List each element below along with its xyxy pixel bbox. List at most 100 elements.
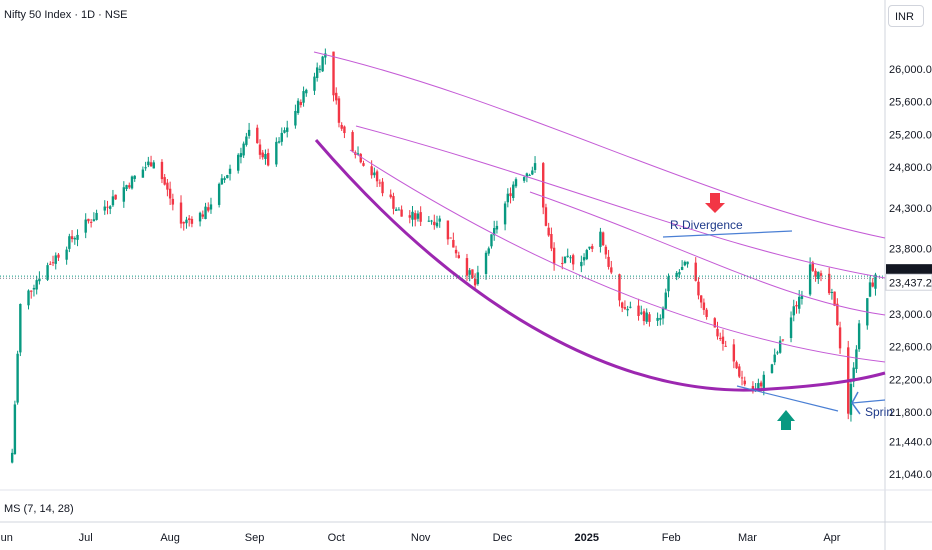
candle bbox=[620, 301, 624, 313]
candle bbox=[220, 174, 224, 185]
candle bbox=[798, 290, 801, 314]
candle bbox=[656, 312, 659, 326]
candle bbox=[732, 339, 736, 369]
candle bbox=[106, 200, 109, 215]
candle bbox=[547, 222, 550, 237]
candle bbox=[389, 189, 392, 199]
candle bbox=[76, 229, 79, 247]
candle bbox=[247, 122, 251, 139]
time-axis[interactable]: Jun Jul Aug Sep Oct Nov Dec 2025 Feb Mar Apr bbox=[0, 532, 841, 544]
candle bbox=[332, 51, 335, 102]
candle bbox=[103, 200, 106, 215]
candle bbox=[207, 202, 210, 213]
candle bbox=[792, 299, 795, 322]
candle bbox=[623, 300, 627, 311]
x-tick-label: Aug bbox=[160, 532, 180, 544]
candle bbox=[168, 181, 172, 205]
candle bbox=[256, 124, 259, 144]
candle bbox=[773, 348, 776, 366]
x-tick-label: 2025 bbox=[575, 532, 599, 544]
candle bbox=[808, 257, 812, 297]
candle bbox=[552, 242, 556, 271]
candle bbox=[457, 251, 460, 259]
candle bbox=[814, 268, 817, 282]
x-tick-label: Feb bbox=[662, 532, 681, 544]
candle bbox=[411, 205, 414, 227]
candle bbox=[827, 267, 831, 295]
candle bbox=[152, 160, 155, 169]
candle bbox=[664, 288, 667, 310]
x-tick-label: Jun bbox=[0, 532, 13, 544]
y-tick-label: 23,800.00 bbox=[889, 244, 932, 256]
candle bbox=[337, 96, 341, 128]
candle bbox=[512, 181, 515, 201]
candle bbox=[762, 371, 766, 396]
candle bbox=[204, 202, 207, 220]
candle bbox=[770, 363, 774, 374]
candle bbox=[833, 291, 836, 307]
currency-button[interactable]: INR bbox=[888, 5, 924, 27]
candle bbox=[694, 257, 697, 282]
candle bbox=[683, 260, 687, 267]
candle bbox=[849, 378, 853, 422]
candle bbox=[27, 289, 30, 310]
candle bbox=[795, 301, 798, 314]
candle bbox=[394, 207, 398, 211]
candle bbox=[607, 249, 610, 270]
candle bbox=[571, 253, 575, 271]
candle bbox=[419, 206, 422, 226]
candle bbox=[226, 174, 229, 179]
candle bbox=[264, 149, 267, 165]
candle bbox=[446, 220, 450, 245]
candle bbox=[46, 262, 49, 281]
candle bbox=[305, 88, 308, 97]
candle bbox=[719, 332, 722, 342]
candle bbox=[724, 340, 727, 347]
candle bbox=[465, 253, 469, 281]
candle bbox=[604, 244, 608, 259]
candle bbox=[237, 153, 240, 174]
symbol-header[interactable]: Nifty 50 Index · 1D · NSE bbox=[4, 9, 128, 21]
candle bbox=[751, 381, 755, 394]
candle bbox=[92, 212, 96, 222]
price-axis[interactable]: 21,040.00 21,440.00 21,800.00 22,200.00 22,6… bbox=[889, 64, 932, 481]
y-tick-label: 24,300.00 bbox=[889, 203, 932, 215]
candle bbox=[868, 276, 872, 298]
y-tick-label: 25,200.00 bbox=[889, 129, 932, 141]
candle bbox=[13, 400, 17, 455]
candle bbox=[626, 305, 629, 317]
candle bbox=[454, 245, 458, 258]
candle bbox=[283, 127, 286, 134]
candle bbox=[836, 298, 839, 326]
candle bbox=[522, 175, 526, 183]
candle bbox=[144, 161, 147, 171]
up-arrow-icon bbox=[781, 421, 791, 430]
candle bbox=[16, 350, 19, 405]
candle bbox=[89, 218, 93, 228]
candle bbox=[629, 301, 632, 309]
candle bbox=[705, 307, 708, 320]
candle bbox=[343, 125, 346, 139]
candle bbox=[471, 269, 474, 279]
candle bbox=[171, 193, 175, 211]
y-tick-label: 21,440.00 bbox=[889, 436, 932, 448]
candles-group bbox=[10, 48, 877, 464]
candle bbox=[51, 255, 55, 267]
candle bbox=[585, 248, 588, 261]
candle bbox=[618, 273, 621, 307]
candle bbox=[128, 182, 131, 190]
candle bbox=[449, 237, 452, 239]
candle bbox=[266, 148, 270, 167]
y-tick-label: 25,600.00 bbox=[889, 97, 932, 109]
candle bbox=[294, 104, 297, 129]
channel-line-upper bbox=[313, 51, 886, 239]
candle bbox=[591, 243, 594, 253]
indicator-label[interactable]: MS (7, 14, 28) bbox=[4, 503, 74, 515]
candle bbox=[675, 271, 678, 281]
candle bbox=[721, 329, 725, 351]
candle bbox=[277, 137, 281, 144]
candle bbox=[514, 177, 518, 189]
candle bbox=[125, 184, 128, 192]
